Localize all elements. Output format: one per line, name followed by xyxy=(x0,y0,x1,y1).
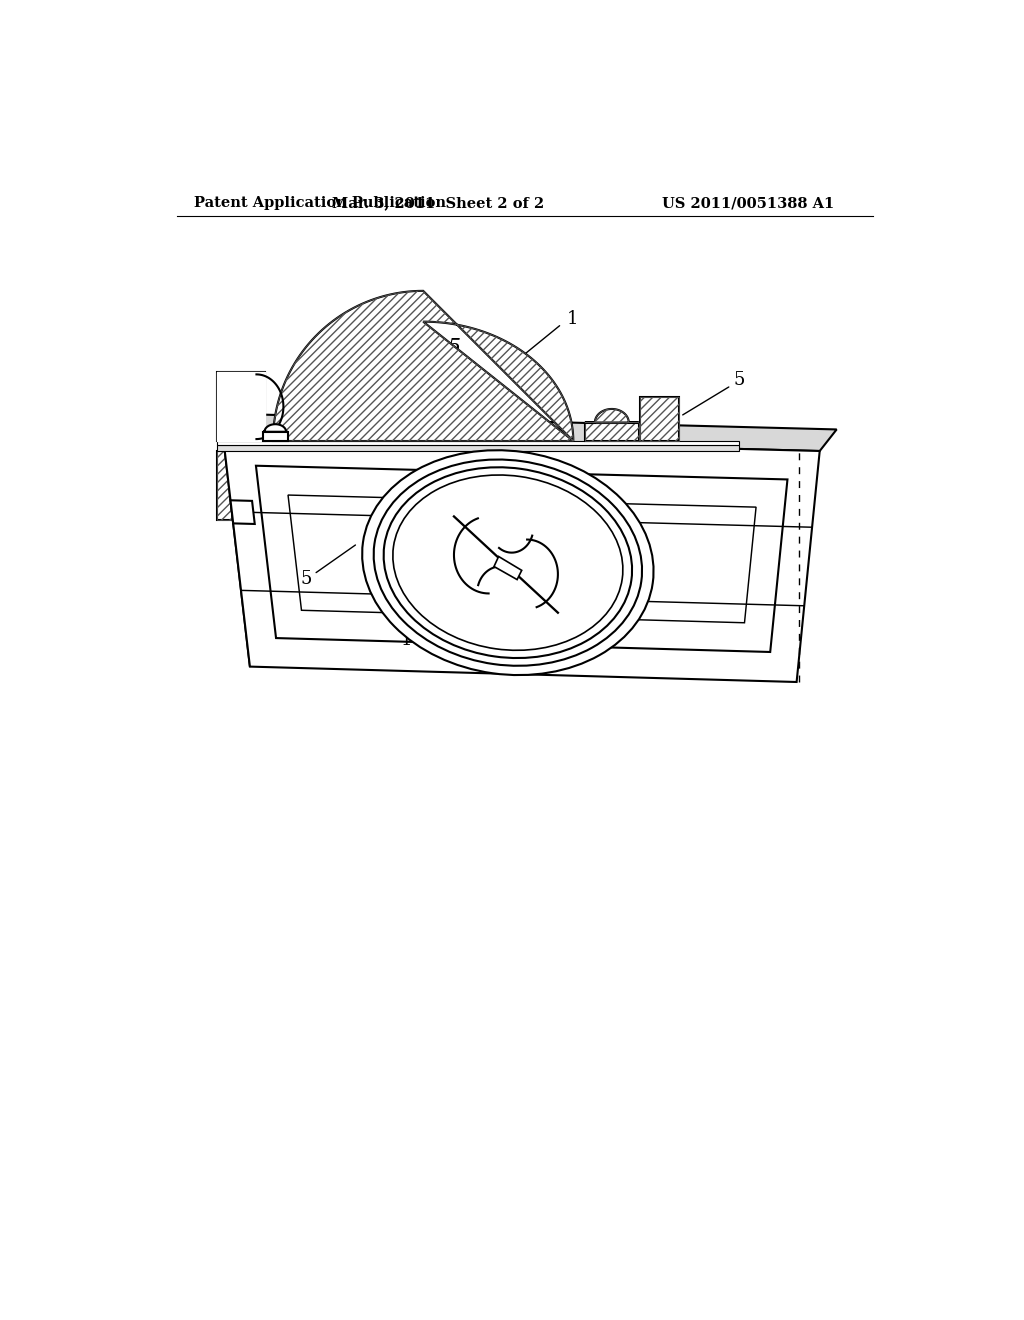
Text: 1: 1 xyxy=(567,310,579,329)
Text: 2: 2 xyxy=(765,461,776,479)
Polygon shape xyxy=(640,397,679,441)
Polygon shape xyxy=(263,424,288,432)
Text: 2b: 2b xyxy=(467,535,487,552)
Polygon shape xyxy=(217,451,739,520)
Ellipse shape xyxy=(374,459,642,665)
Polygon shape xyxy=(273,290,573,441)
Ellipse shape xyxy=(362,450,653,675)
Text: 5: 5 xyxy=(733,371,744,389)
Polygon shape xyxy=(223,414,267,667)
Polygon shape xyxy=(223,436,819,682)
Text: 2a: 2a xyxy=(234,535,255,552)
Polygon shape xyxy=(217,445,739,451)
Text: 2b: 2b xyxy=(482,404,506,421)
Polygon shape xyxy=(230,500,255,524)
Polygon shape xyxy=(223,414,837,451)
Polygon shape xyxy=(585,422,639,441)
Text: Patent Application Publication: Patent Application Publication xyxy=(194,197,445,210)
Text: 5: 5 xyxy=(407,535,417,552)
Text: US 2011/0051388 A1: US 2011/0051388 A1 xyxy=(662,197,835,210)
Polygon shape xyxy=(263,432,288,441)
Text: Mar. 3, 2011  Sheet 2 of 2: Mar. 3, 2011 Sheet 2 of 2 xyxy=(333,197,545,210)
Polygon shape xyxy=(217,441,739,445)
Ellipse shape xyxy=(384,467,632,659)
Text: 1: 1 xyxy=(400,631,412,649)
Polygon shape xyxy=(217,372,264,441)
Text: 4: 4 xyxy=(560,535,571,552)
Text: Fig. 5: Fig. 5 xyxy=(400,338,462,356)
Text: Fig. 6: Fig. 6 xyxy=(385,569,446,587)
Text: 5: 5 xyxy=(300,570,311,587)
Ellipse shape xyxy=(393,475,623,651)
Polygon shape xyxy=(494,557,521,579)
Polygon shape xyxy=(585,409,639,422)
